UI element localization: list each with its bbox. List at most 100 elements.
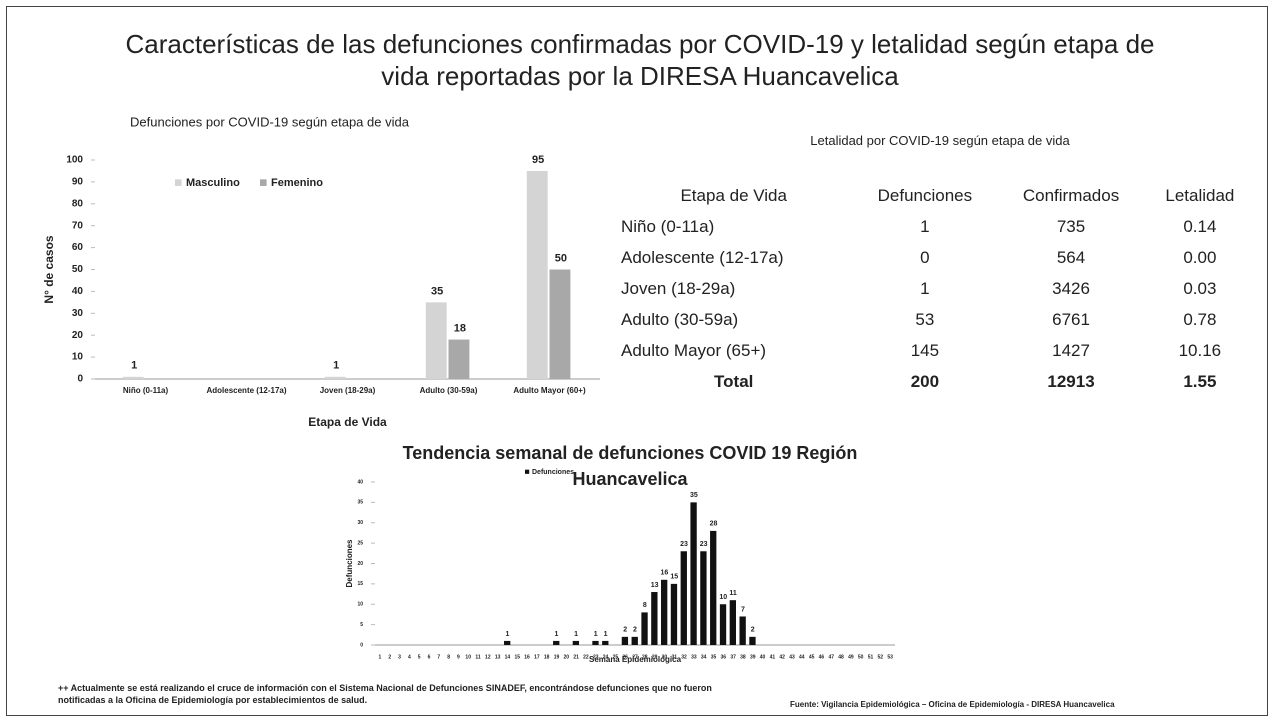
x-tick-label: 5 <box>418 654 421 660</box>
bar <box>592 640 599 645</box>
y-tick-label: 5 <box>360 622 363 628</box>
table-cell: Niño (0-11a) <box>621 216 715 236</box>
table-cell: 10.16 <box>1178 340 1222 360</box>
table-row: Joven (18-29a) 1 3426 0.03 <box>615 273 1255 304</box>
table-cell: 1.55 <box>1183 371 1217 391</box>
x-tick-label: 24 <box>603 654 609 660</box>
table-cell: 1 <box>920 216 930 236</box>
x-tick-label: 9 <box>457 654 460 660</box>
y-tick-label: 50 <box>72 264 84 275</box>
data-label: 8 <box>643 602 647 609</box>
x-tick-label: 26 <box>622 654 628 660</box>
x-tick-label: 7 <box>437 654 440 660</box>
bar <box>651 592 658 645</box>
data-label: 10 <box>719 594 727 601</box>
x-tick-label: 29 <box>652 654 658 660</box>
x-tick-label: 20 <box>564 654 570 660</box>
x-tick-label: Joven (18-29a) <box>320 386 376 395</box>
data-label: 1 <box>574 631 578 638</box>
table-cell: Total <box>714 371 754 391</box>
bar <box>621 636 629 645</box>
y-tick-label: 40 <box>72 286 84 297</box>
x-tick-label: 10 <box>465 654 471 660</box>
y-tick-label: 30 <box>357 520 363 526</box>
data-label: 1 <box>604 631 608 638</box>
bar <box>719 604 727 645</box>
x-tick-label: 3 <box>398 654 401 660</box>
table-cell: 0.14 <box>1183 216 1217 236</box>
y-tick-label: 20 <box>357 561 363 567</box>
footnote: ++ Actualmente se está realizando el cru… <box>58 683 712 705</box>
bar <box>122 376 144 379</box>
x-axis-label: Semana Epidemiológica <box>589 655 682 664</box>
y-axis-label: N° de casos <box>42 235 56 303</box>
y-tick-label: 70 <box>72 220 84 231</box>
x-tick-label: 22 <box>583 654 589 660</box>
table-cell: 200 <box>910 371 940 391</box>
table-cell: 6761 <box>1052 309 1090 329</box>
legend-label: Defunciones <box>532 469 574 476</box>
x-tick-label: 6 <box>428 654 431 660</box>
table-cell: Adulto Mayor (65+) <box>621 340 767 360</box>
bar <box>749 636 756 645</box>
x-tick-label: 33 <box>691 654 697 660</box>
data-label: 50 <box>555 252 567 264</box>
y-tick-label: 25 <box>357 540 363 546</box>
table-row: Adulto (30-59a) 53 6761 0.78 <box>615 304 1255 335</box>
chart-title: Tendencia semanal de defunciones COVID 1… <box>402 443 858 489</box>
legend-swatch <box>260 179 267 186</box>
data-label: 16 <box>661 570 669 577</box>
table-cell: 0.00 <box>1183 247 1217 267</box>
bar <box>680 551 687 645</box>
x-tick-label: Adolescente (12-17a) <box>206 386 286 395</box>
x-tick-label: 8 <box>447 654 450 660</box>
x-tick-label: 43 <box>789 654 795 660</box>
slide-title: Características de las defunciones confi… <box>125 29 1155 91</box>
x-tick-label: 38 <box>740 654 746 660</box>
bar <box>739 616 746 645</box>
data-label: 1 <box>333 360 339 372</box>
table-cell: 145 <box>910 340 940 360</box>
bar <box>690 502 697 645</box>
bar <box>729 600 736 645</box>
header-cell: Defunciones <box>877 185 973 205</box>
x-tick-label: 37 <box>730 654 736 660</box>
x-tick-label: 51 <box>868 654 874 660</box>
x-tick-label: 34 <box>701 654 707 660</box>
x-tick-label: 52 <box>878 654 884 660</box>
y-tick-label: 20 <box>72 330 84 341</box>
data-label: 18 <box>454 322 466 334</box>
y-tick-label: 60 <box>72 242 84 253</box>
legend-label: Femenino <box>271 177 323 189</box>
x-tick-label: 13 <box>495 654 501 660</box>
x-tick-label: 50 <box>858 654 864 660</box>
x-tick-label: 39 <box>750 654 756 660</box>
table-cell: Adulto (30-59a) <box>621 309 739 329</box>
y-tick-label: 80 <box>72 198 84 209</box>
bar <box>602 640 609 645</box>
table-row: Niño (0-11a) 1 735 0.14 <box>615 211 1255 242</box>
data-label: 1 <box>594 631 598 638</box>
table-cell: 53 <box>915 309 935 329</box>
table-cell: 0 <box>920 247 930 267</box>
data-label: 1 <box>505 631 509 638</box>
x-tick-label: Adulto Mayor (60+) <box>513 386 586 395</box>
data-label: 23 <box>700 541 708 548</box>
table-cell: 1427 <box>1052 340 1090 360</box>
x-tick-label: 14 <box>505 654 511 660</box>
legend-swatch <box>525 469 530 474</box>
bar <box>504 640 511 645</box>
table-row: Adolescente (12-17a) 0 564 0.00 <box>615 242 1255 273</box>
header-cell: Confirmados <box>1022 185 1120 205</box>
x-tick-label: 47 <box>828 654 834 660</box>
table: Etapa de Vida Defunciones Confirmados Letal… <box>615 180 1255 397</box>
x-tick-label: 27 <box>632 654 638 660</box>
table-cell: 735 <box>1056 216 1086 236</box>
x-tick-label: 12 <box>485 654 491 660</box>
x-tick-label: 49 <box>848 654 854 660</box>
x-tick-label: 42 <box>779 654 785 660</box>
legend-swatch <box>175 179 182 186</box>
data-label: 35 <box>690 492 698 499</box>
source: Fuente: Vigilancia Epidemiológica – Ofic… <box>790 700 1115 709</box>
